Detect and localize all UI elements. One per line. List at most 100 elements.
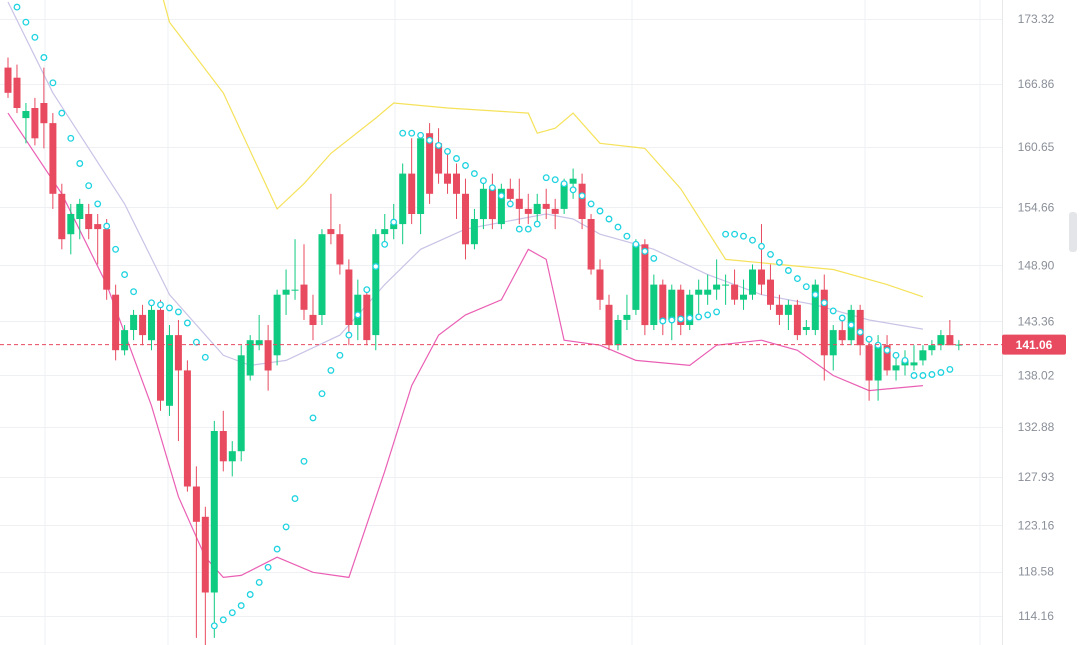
candle (668, 284, 676, 341)
candle (372, 229, 380, 351)
candle (121, 325, 129, 356)
candle-body (587, 219, 595, 270)
sar-dot (470, 170, 478, 178)
sar-dot (668, 316, 676, 324)
sar-dot (399, 129, 407, 137)
candle (632, 239, 640, 315)
sar-dot (13, 3, 21, 11)
scrollbar-handle[interactable] (1069, 212, 1077, 252)
sar-dot (767, 250, 774, 258)
sar-dot (40, 54, 48, 61)
candle (112, 284, 120, 361)
candle-body (58, 193, 66, 240)
candle-body (802, 327, 810, 330)
candle-body (76, 203, 84, 219)
candle-body (856, 309, 864, 346)
grid-lines (0, 0, 1002, 645)
candle (749, 264, 756, 300)
bollinger-bands (7, 0, 924, 579)
candle-body (758, 269, 765, 285)
candle (210, 420, 218, 638)
candle (4, 57, 12, 98)
candle (578, 173, 586, 230)
sar-dot (85, 182, 93, 190)
candle (327, 193, 335, 245)
candle-body (435, 143, 443, 174)
candle-body (210, 431, 218, 593)
candle-body (955, 344, 963, 346)
candle (497, 183, 505, 230)
candle-body (148, 309, 155, 341)
candle (488, 173, 496, 230)
candle-body (336, 234, 344, 265)
sar-dot (76, 160, 84, 167)
candle-body (390, 224, 398, 230)
sar-dot (775, 258, 783, 266)
candle-body (157, 309, 164, 401)
candle-body (731, 284, 739, 300)
sar-dot (255, 578, 263, 586)
sar-dot (829, 307, 837, 315)
sar-dot (946, 365, 954, 373)
price-tick-label: 160.65 (1018, 140, 1055, 154)
candle (793, 299, 801, 341)
sar-dot (605, 215, 613, 223)
sar-dot (210, 622, 218, 630)
sar-dot (372, 263, 380, 270)
sar-dot (892, 351, 900, 359)
sar-dot (937, 369, 945, 376)
sar-dot (587, 200, 595, 208)
candle (506, 178, 514, 204)
sar-dot (874, 341, 882, 349)
sar-dot (623, 232, 631, 240)
candle (67, 203, 75, 255)
candle-body (946, 335, 954, 346)
candle-body (408, 173, 416, 214)
sar-dot (497, 192, 505, 200)
sar-dot (784, 267, 792, 274)
candle (677, 284, 685, 336)
sar-dot (426, 136, 434, 144)
candle-body (677, 289, 685, 325)
candle (919, 345, 927, 366)
candle (605, 294, 613, 351)
current-price-label: 141.06 (1016, 338, 1053, 352)
sar-dot (327, 366, 335, 374)
candle-body (112, 294, 120, 351)
candle (623, 294, 631, 331)
candle (444, 148, 451, 194)
candle (731, 269, 739, 305)
candle-body (192, 486, 200, 522)
candle (40, 67, 48, 149)
candle (955, 340, 963, 351)
candle (713, 259, 721, 300)
candle (130, 309, 138, 341)
sar-dot (910, 372, 918, 379)
sar-dot (237, 602, 245, 610)
candle-body (767, 279, 774, 305)
sar-dot (148, 299, 155, 307)
sar-dot (408, 129, 416, 137)
candle-body (596, 269, 604, 300)
sar-dot (614, 223, 622, 231)
candle (587, 213, 595, 275)
sar-dot (695, 313, 703, 321)
sar-dot (201, 353, 209, 361)
candle-body (784, 304, 792, 315)
candle (524, 193, 532, 225)
sar-dot (713, 308, 721, 316)
sar-dot (121, 271, 129, 279)
candle-body (749, 269, 756, 295)
candle-body (874, 345, 882, 381)
candle-body (515, 198, 523, 209)
sar-dot (883, 346, 891, 354)
candle (569, 168, 577, 199)
candle (103, 219, 111, 300)
candle-body (865, 345, 873, 381)
sar-dot (551, 176, 559, 184)
candle (31, 97, 39, 146)
candle (596, 259, 604, 310)
candle-body (22, 111, 30, 119)
price-tick-label: 173.32 (1018, 12, 1055, 26)
